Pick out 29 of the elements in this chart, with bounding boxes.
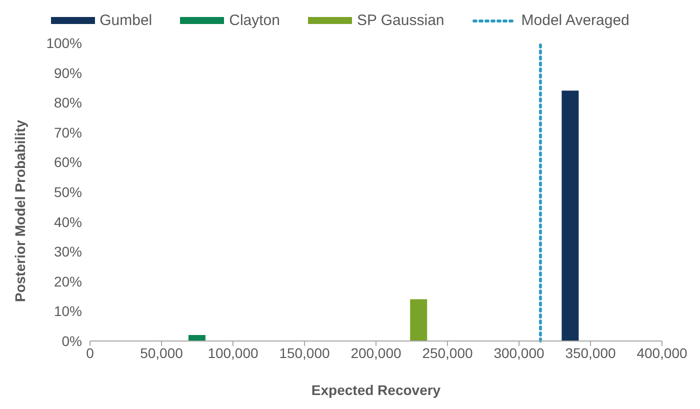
x-tick-label: 400,000 (636, 344, 688, 361)
bar (188, 335, 206, 341)
x-tick-label: 50,000 (140, 344, 184, 361)
y-tick-label: 80% (54, 94, 82, 111)
x-axis-title: Expected Recovery (311, 382, 441, 398)
x-tick-label: 250,000 (422, 344, 474, 361)
y-tick-label: 20% (54, 273, 82, 290)
y-tick-label: 10% (54, 303, 82, 320)
legend-label: Model Averaged (521, 12, 630, 29)
y-tick-label: 60% (54, 154, 82, 170)
y-tick-label: 30% (54, 244, 82, 260)
x-tick-label: 350,000 (565, 344, 616, 361)
y-tick-label: 0% (62, 332, 82, 349)
x-tick-label: 150,000 (279, 344, 330, 361)
legend-label: SP Gaussian (356, 12, 444, 29)
y-tick-label: 100% (46, 34, 82, 51)
y-tick-label: 70% (54, 124, 82, 140)
legend-label: Clayton (229, 12, 280, 29)
y-axis-title: Posterior Model Probability (12, 120, 28, 302)
x-tick-label: 300,000 (494, 344, 545, 361)
y-tick-label: 90% (54, 64, 82, 81)
legend-label: Gumbel (100, 12, 152, 29)
y-tick-label: 40% (54, 214, 82, 230)
bar (410, 299, 428, 341)
x-tick-label: 0 (86, 344, 94, 361)
x-tick-label: 100,000 (208, 344, 259, 361)
x-tick-label: 200,000 (350, 344, 402, 361)
bar (562, 90, 579, 341)
y-tick-label: 50% (54, 184, 82, 200)
